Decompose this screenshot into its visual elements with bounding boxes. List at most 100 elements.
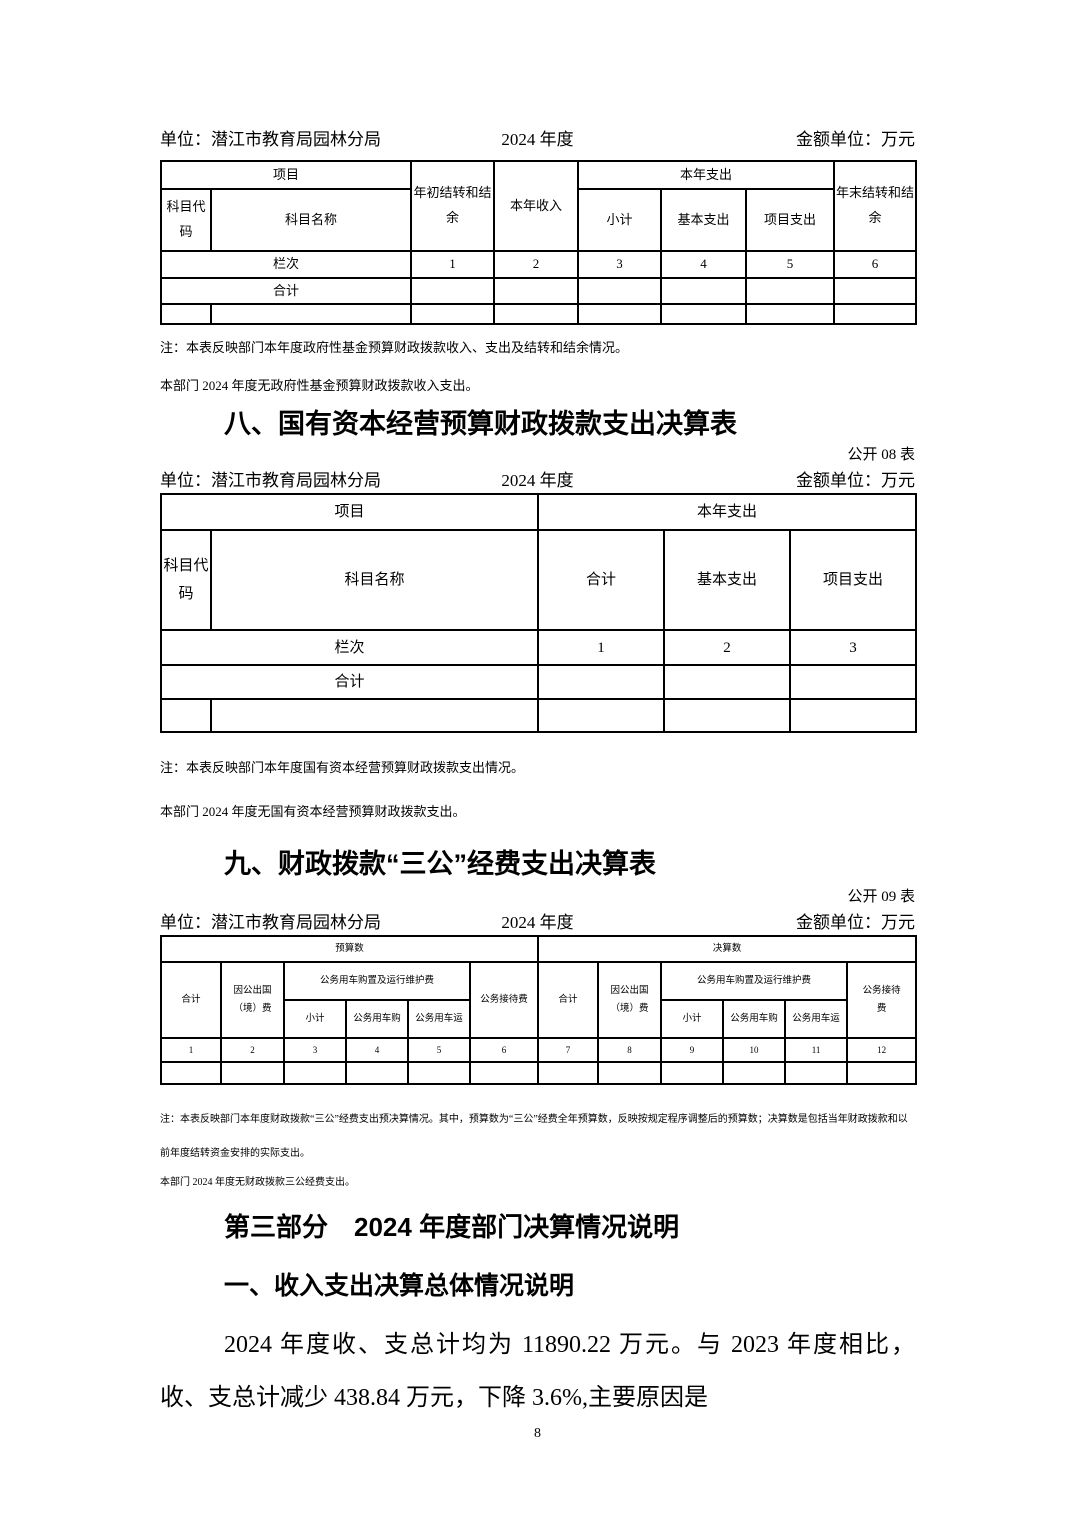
header-subject-name: 科目名称 bbox=[209, 188, 413, 252]
table09-statement: 本部门 2024 年度无财政拨款三公经费支出。 bbox=[160, 1177, 355, 1189]
lanci-col-1: 1 bbox=[410, 250, 496, 279]
header-subject-code: 科目代码 bbox=[160, 188, 212, 252]
empty-cell bbox=[846, 1061, 918, 1086]
empty-cell bbox=[220, 1061, 285, 1086]
section08-title: 八、国有资本经营预算财政拨款支出决算表 bbox=[224, 409, 737, 440]
empty-cell bbox=[160, 1061, 222, 1086]
part3-title: 第三部分 2024 年度部门决算情况说明 bbox=[224, 1212, 680, 1243]
header-year-expense: 本年支出 bbox=[537, 493, 918, 532]
page-content: 单位：潜江市教育局园林分局 2024 年度 金额单位：万元 项目 年初结转和结余… bbox=[159, 0, 918, 1443]
amount-unit-label: 金额单位：万元 bbox=[796, 471, 916, 491]
header-project-exp: 项目支出 bbox=[789, 529, 918, 632]
empty-cell bbox=[663, 664, 792, 701]
lanci-label: 栏次 bbox=[159, 250, 413, 279]
empty-cell bbox=[537, 698, 666, 734]
header-abroad-final: 因公出国（境）费 bbox=[597, 961, 663, 1040]
empty-cell bbox=[410, 276, 496, 306]
header-vehicle-operation-budget: 公务用车运 bbox=[407, 999, 471, 1040]
lanci-col-1: 1 bbox=[160, 1037, 222, 1064]
empty-cell bbox=[833, 303, 918, 326]
empty-cell bbox=[722, 1061, 787, 1086]
table07-statement: 本部门 2024 年度无政府性基金预算财政拨款收入支出。 bbox=[160, 378, 479, 394]
header-reception-final: 公务接待费 bbox=[846, 961, 918, 1040]
header-basic: 基本支出 bbox=[663, 529, 792, 632]
gov-fund-appropriation-table: 项目 年初结转和结余 本年收入 本年支出 年末结转和结余 科目代码 科目名称 小… bbox=[159, 160, 918, 326]
header-project: 项目 bbox=[159, 493, 540, 532]
header-project-exp: 项目支出 bbox=[745, 188, 836, 252]
table09-meta-row: 单位：潜江市教育局园林分局 2024 年度 金额单位：万元 bbox=[160, 911, 915, 935]
empty-cell bbox=[597, 1061, 663, 1086]
lanci-col-2: 2 bbox=[493, 250, 580, 279]
section09-title: 九、财政拨款“三公”经费支出决算表 bbox=[224, 849, 656, 880]
empty-cell bbox=[660, 303, 748, 326]
lanci-col-3: 3 bbox=[789, 629, 918, 667]
lanci-col-4: 4 bbox=[660, 250, 748, 279]
lanci-col-4: 4 bbox=[345, 1037, 409, 1064]
lanci-col-10: 10 bbox=[722, 1037, 787, 1064]
empty-cell bbox=[537, 1061, 600, 1086]
empty-cell bbox=[784, 1061, 849, 1086]
lanci-col-6: 6 bbox=[833, 250, 918, 279]
lanci-col-1: 1 bbox=[537, 629, 666, 667]
header-vehicle-operation-final: 公务用车运 bbox=[784, 999, 849, 1040]
part3-paragraph: 2024 年度收、支总计均为 11890.22 万元。与 2023 年度相比，收… bbox=[160, 1332, 915, 1412]
empty-cell bbox=[209, 303, 413, 326]
header-basic: 基本支出 bbox=[660, 188, 748, 252]
total-label: 合计 bbox=[159, 664, 540, 701]
table08-statement: 本部门 2024 年度无国有资本经营预算财政拨款支出。 bbox=[160, 804, 466, 820]
header-begin-balance: 年初结转和结余 bbox=[410, 160, 496, 252]
header-budget: 预算数 bbox=[159, 935, 540, 964]
empty-cell bbox=[577, 303, 663, 326]
empty-cell bbox=[493, 303, 580, 326]
lanci-col-12: 12 bbox=[846, 1037, 918, 1064]
unit-label: 单位：潜江市教育局园林分局 bbox=[160, 130, 381, 149]
header-reception-budget: 公务接待费 bbox=[468, 961, 540, 1040]
lanci-col-11: 11 bbox=[784, 1037, 849, 1064]
table08-meta-row: 单位：潜江市教育局园林分局 2024 年度 金额单位：万元 bbox=[160, 469, 915, 493]
lanci-label: 栏次 bbox=[159, 629, 540, 667]
empty-cell bbox=[833, 276, 918, 306]
three-public-expenses-table: 预算数 决算数 合计 因公出国（境）费 公务用车购置及运行维护费 公务接待费 合… bbox=[159, 935, 918, 1086]
year-label: 2024 年度 bbox=[501, 913, 574, 933]
year-label: 2024 年度 bbox=[501, 471, 574, 491]
amount-unit-label: 金额单位：万元 bbox=[796, 130, 916, 149]
lanci-col-5: 5 bbox=[745, 250, 836, 279]
empty-cell bbox=[345, 1061, 409, 1086]
empty-cell bbox=[745, 276, 836, 306]
header-project: 项目 bbox=[159, 160, 413, 190]
table08-note: 注：本表反映部门本年度国有资本经营预算财政拨款支出情况。 bbox=[160, 760, 525, 776]
header-subject-name: 科目名称 bbox=[209, 529, 540, 632]
empty-cell bbox=[663, 698, 792, 734]
lanci-col-2: 2 bbox=[220, 1037, 285, 1064]
table07-meta-row: 单位：潜江市教育局园林分局 2024 年度 金额单位：万元 bbox=[160, 128, 915, 152]
section08-table-tag: 公开 08 表 bbox=[847, 447, 915, 464]
table07-note: 注：本表反映部门本年度政府性基金预算财政拨款收入、支出及结转和结余情况。 bbox=[160, 340, 629, 356]
empty-cell bbox=[537, 664, 666, 701]
part3-subtitle: 一、收入支出决算总体情况说明 bbox=[224, 1272, 575, 1301]
empty-cell bbox=[407, 1061, 471, 1086]
header-vehicle-purchase-budget: 公务用车购 bbox=[345, 999, 409, 1040]
header-year-expense: 本年支出 bbox=[577, 160, 836, 190]
empty-cell bbox=[660, 1061, 725, 1086]
empty-cell bbox=[283, 1061, 347, 1086]
header-vehicle-final: 公务用车购置及运行维护费 bbox=[660, 961, 849, 1002]
header-total-final: 合计 bbox=[537, 961, 600, 1040]
lanci-col-9: 9 bbox=[660, 1037, 725, 1064]
unit-label: 单位：潜江市教育局园林分局 bbox=[160, 471, 381, 491]
empty-cell bbox=[410, 303, 496, 326]
state-capital-budget-table: 项目 本年支出 科目代码 科目名称 合计 基本支出 项目支出 栏次 1 2 3 … bbox=[159, 493, 918, 734]
header-subtotal-final: 小计 bbox=[660, 999, 725, 1040]
empty-cell bbox=[789, 698, 918, 734]
header-abroad-budget: 因公出国（境）费 bbox=[220, 961, 285, 1040]
header-total-budget: 合计 bbox=[160, 961, 222, 1040]
header-subtotal-budget: 小计 bbox=[283, 999, 347, 1040]
empty-cell bbox=[160, 698, 212, 734]
lanci-col-6: 6 bbox=[468, 1037, 540, 1064]
empty-cell bbox=[660, 276, 748, 306]
empty-cell bbox=[160, 303, 212, 326]
page-number: 8 bbox=[534, 1426, 541, 1442]
total-label: 合计 bbox=[159, 276, 413, 306]
lanci-col-8: 8 bbox=[597, 1037, 663, 1064]
header-vehicle-budget: 公务用车购置及运行维护费 bbox=[283, 961, 471, 1002]
